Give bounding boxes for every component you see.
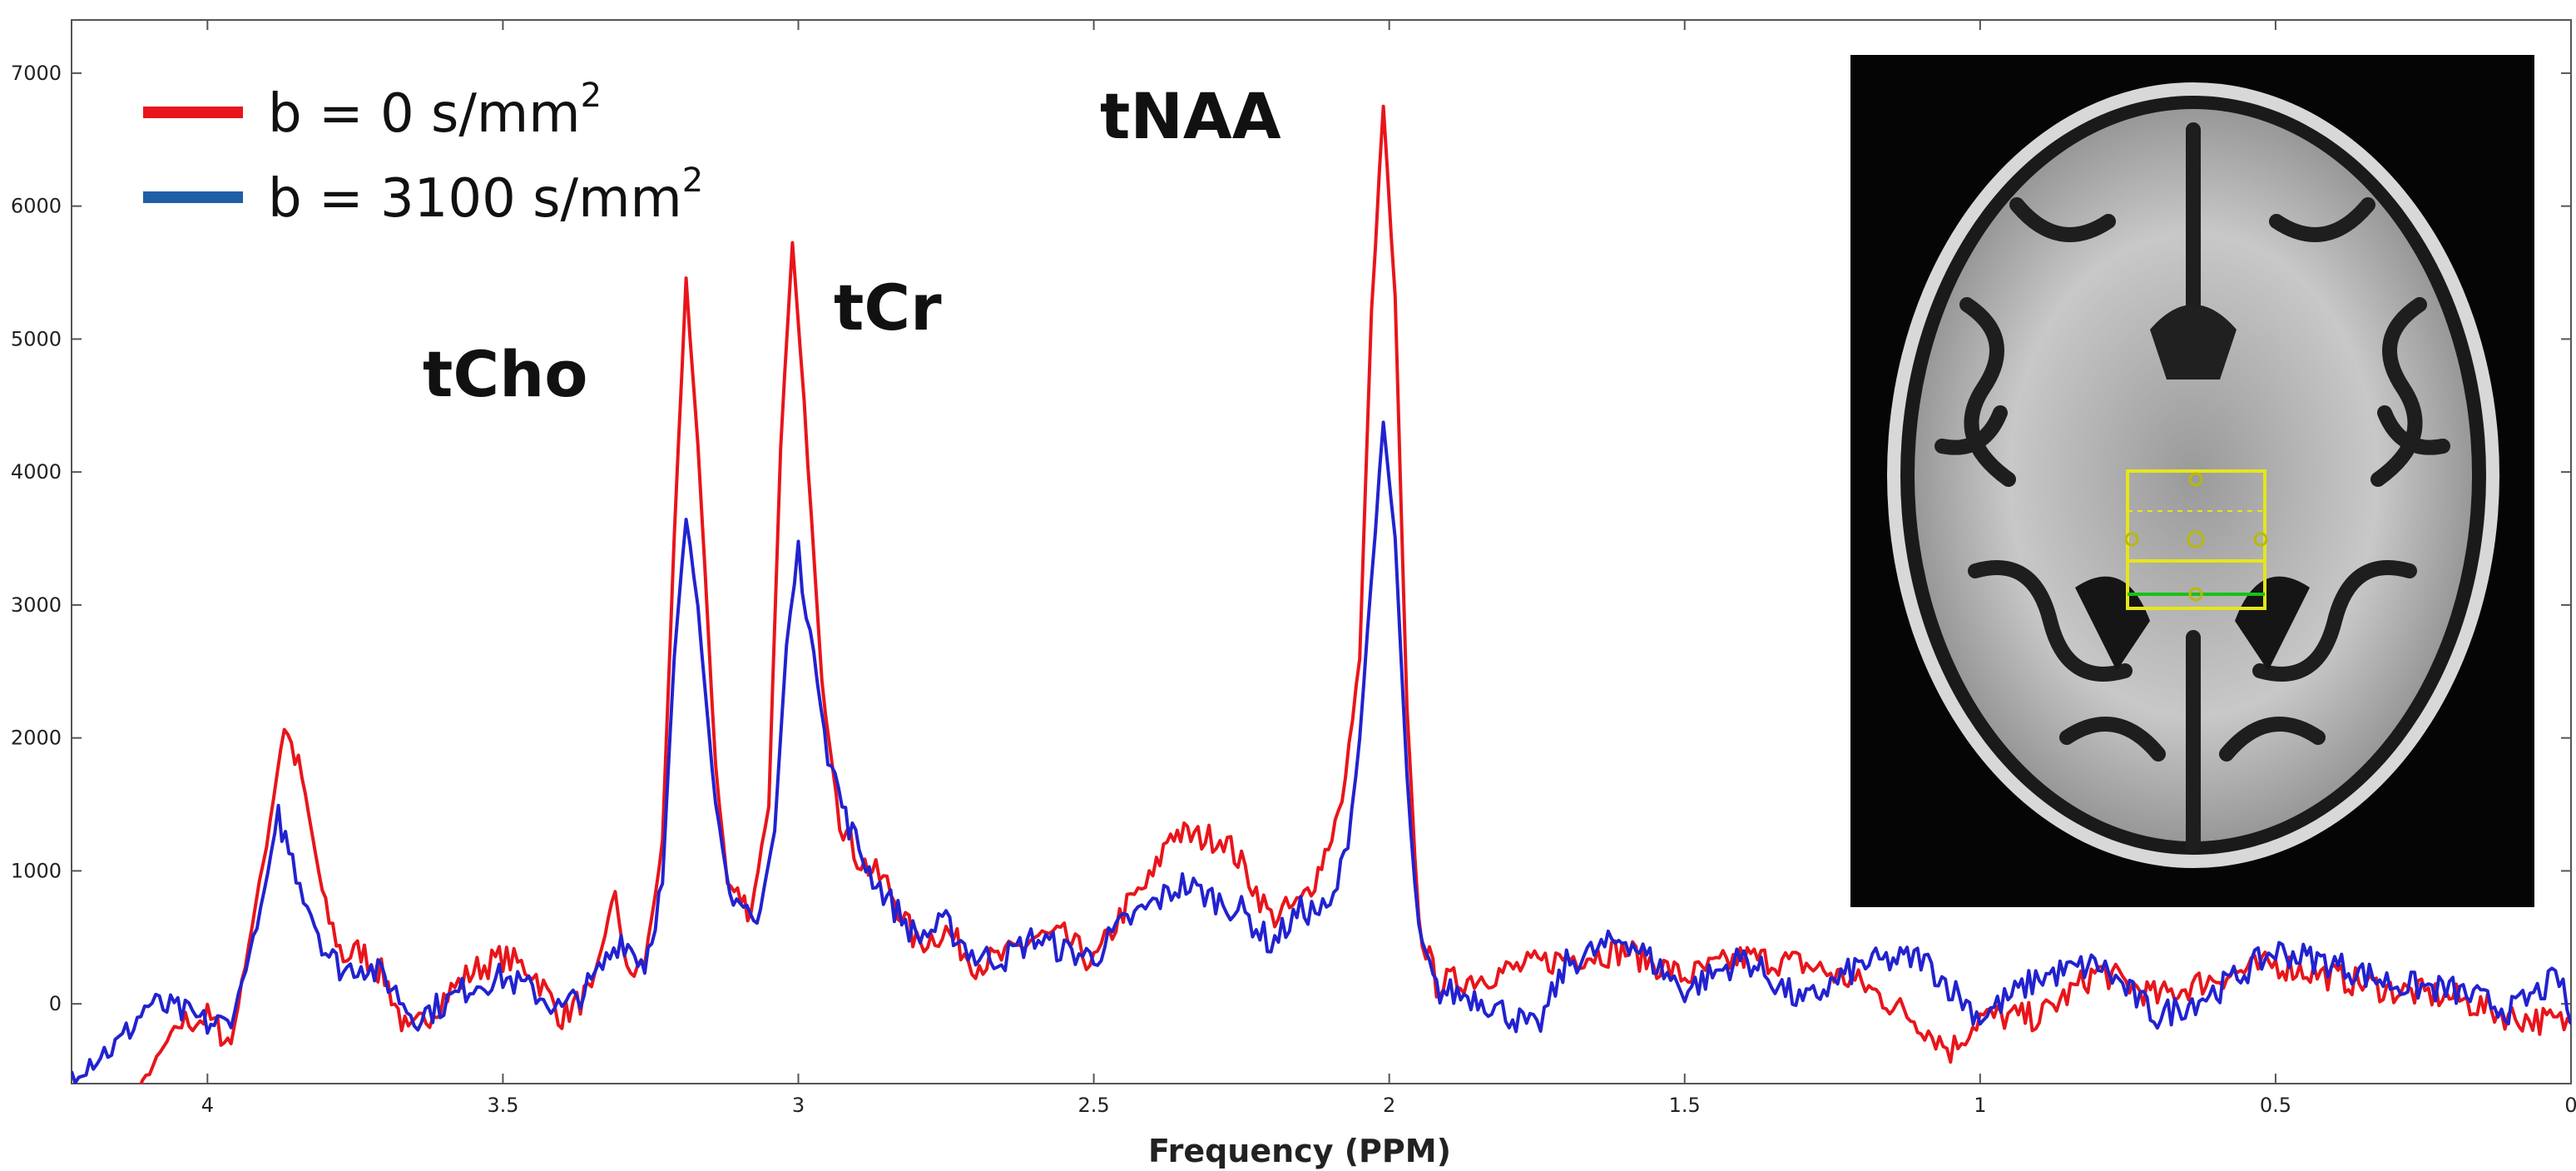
x-tick-label: 4	[201, 1094, 214, 1117]
x-tick-label: 2.5	[1078, 1094, 1110, 1117]
y-tick-label: 4000	[11, 460, 62, 484]
x-tick-label: 0.5	[2260, 1094, 2291, 1117]
series-layer	[72, 104, 2571, 1084]
y-tick-label: 3000	[11, 593, 62, 617]
x-tick-label: 2	[1383, 1094, 1395, 1117]
plot-area	[71, 19, 2572, 1084]
y-tick-label: 7000	[11, 62, 62, 85]
legend-entry-b0: b = 0 s/mm2	[268, 77, 602, 145]
x-tick-label: 0	[2564, 1094, 2576, 1117]
peak-label-tcho: tCho	[423, 337, 587, 411]
brain-mri-inset	[1850, 55, 2534, 907]
plot-frame	[71, 19, 2572, 1084]
legend-entry-b3100: b = 3100 s/mm2	[268, 161, 703, 230]
series-line-b3100	[72, 420, 2571, 1084]
y-tick-label: 1000	[11, 859, 62, 882]
peak-label-tnaa: tNAA	[1100, 79, 1281, 153]
axis-ticks: 4 3.5 3 2.5 2 1.5 1 0.5 0 0 1000 2000 3000 4000 5000 60…	[11, 20, 2576, 1117]
y-tick-label: 5000	[11, 327, 62, 350]
series-line-b0	[139, 104, 2571, 1084]
y-tick-label: 0	[49, 992, 62, 1015]
y-tick-label: 2000	[11, 727, 62, 750]
legend: b = 0 s/mm2 b = 3100 s/mm2	[143, 77, 703, 230]
peak-label-tcr: tCr	[834, 270, 942, 345]
x-axis-label: Frequency (PPM)	[1148, 1133, 1451, 1169]
x-tick-label: 1	[1974, 1094, 1986, 1117]
x-tick-label: 3.5	[487, 1094, 518, 1117]
brain-mri-icon	[1850, 55, 2534, 907]
x-tick-label: 3	[792, 1094, 805, 1117]
x-tick-label: 1.5	[1669, 1094, 1701, 1117]
y-tick-label: 6000	[11, 195, 62, 218]
